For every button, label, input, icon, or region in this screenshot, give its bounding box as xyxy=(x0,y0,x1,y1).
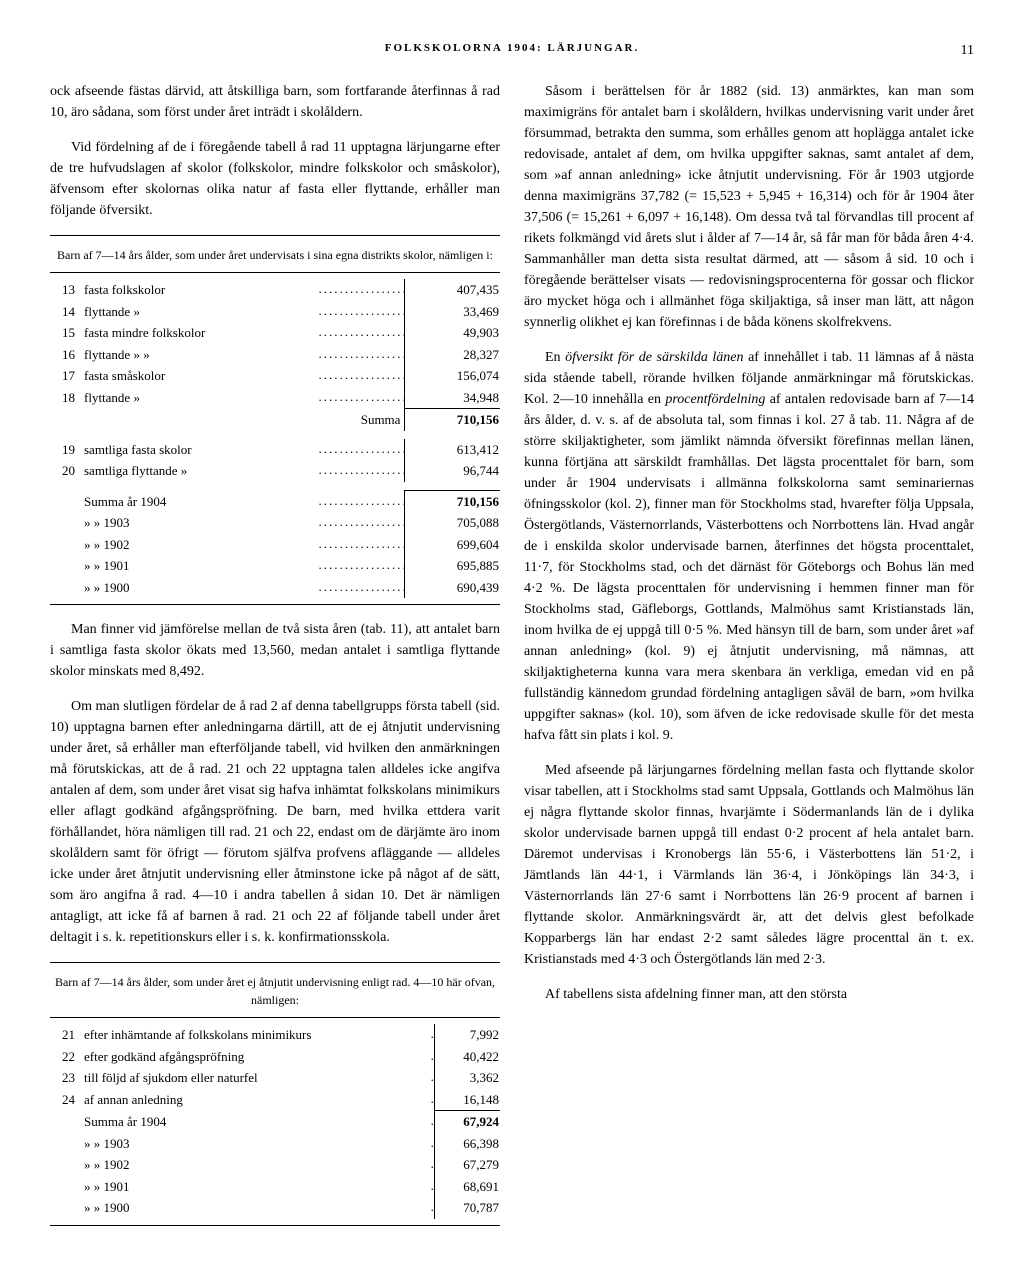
year-row: » » 1903705,088 xyxy=(50,512,500,534)
summa-row: Summa710,156 xyxy=(50,409,500,431)
table-row: 21efter inhämtande af folkskolans minimi… xyxy=(50,1024,500,1046)
table-row: 13fasta folkskolor407,435 xyxy=(50,279,500,301)
table-1: Barn af 7—14 års ålder, som under året u… xyxy=(50,235,500,605)
table-row: 20samtliga flyttande »96,744 xyxy=(50,460,500,482)
left-p2: Vid fördelning af de i föregående tabell… xyxy=(50,137,500,221)
table-1-caption: Barn af 7—14 års ålder, som under året u… xyxy=(50,242,500,273)
year-row: » » 1902699,604 xyxy=(50,534,500,556)
text-columns: ock afseende fästas därvid, att åtskilli… xyxy=(50,81,974,1240)
table-1-body: 13fasta folkskolor407,43514flyttande »33… xyxy=(50,279,500,598)
table-row: 22efter godkänd afgångspröfning40,422 xyxy=(50,1046,500,1068)
page-header: FOLKSKOLORNA 1904: LÄRJUNGAR. 11 xyxy=(50,40,974,61)
table-row: 23till följd af sjukdom eller naturfel3,… xyxy=(50,1067,500,1089)
table-2: Barn af 7—14 års ålder, som under året e… xyxy=(50,962,500,1226)
table-row: 15fasta mindre folkskolor49,903 xyxy=(50,322,500,344)
left-p4: Om man slutligen fördelar de å rad 2 af … xyxy=(50,696,500,948)
right-p4: Af tabellens sista afdelning finner man,… xyxy=(524,984,974,1005)
year-row: » » 190070,787 xyxy=(50,1197,500,1219)
year-row: » » 1900690,439 xyxy=(50,577,500,599)
table-row: 14flyttande »33,469 xyxy=(50,301,500,323)
right-p3: Med afseende på lärjungarnes fördelning … xyxy=(524,760,974,970)
table-row: 24af annan anledning16,148 xyxy=(50,1089,500,1111)
year-row: Summa år 190467,924 xyxy=(50,1111,500,1133)
left-p3: Man finner vid jämförelse mellan de två … xyxy=(50,619,500,682)
table-2-caption: Barn af 7—14 års ålder, som under året e… xyxy=(50,969,500,1018)
right-p2: En öfversikt för de särskilda länen af i… xyxy=(524,347,974,746)
table-row: 18flyttande »34,948 xyxy=(50,387,500,409)
table-row: 19samtliga fasta skolor613,412 xyxy=(50,439,500,461)
page-number: 11 xyxy=(961,40,974,61)
year-row: » » 190267,279 xyxy=(50,1154,500,1176)
header-title: FOLKSKOLORNA 1904: LÄRJUNGAR. xyxy=(385,40,640,57)
year-row: » » 190366,398 xyxy=(50,1133,500,1155)
year-row: » » 1901695,885 xyxy=(50,555,500,577)
right-column: Såsom i berättelsen för år 1882 (sid. 13… xyxy=(524,81,974,1240)
right-p1: Såsom i berättelsen för år 1882 (sid. 13… xyxy=(524,81,974,333)
table-2-body: 21efter inhämtande af folkskolans minimi… xyxy=(50,1024,500,1219)
year-row: Summa år 1904710,156 xyxy=(50,490,500,512)
year-row: » » 190168,691 xyxy=(50,1176,500,1198)
table-row: 17fasta småskolor156,074 xyxy=(50,365,500,387)
left-p1: ock afseende fästas därvid, att åtskilli… xyxy=(50,81,500,123)
table-row: 16flyttande » »28,327 xyxy=(50,344,500,366)
left-column: ock afseende fästas därvid, att åtskilli… xyxy=(50,81,500,1240)
